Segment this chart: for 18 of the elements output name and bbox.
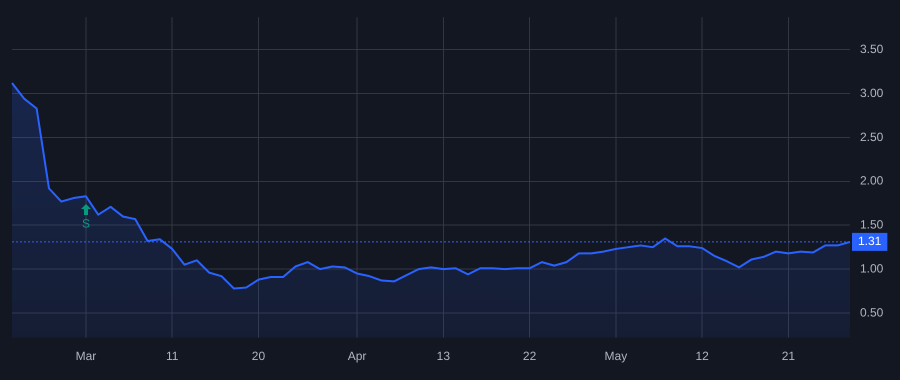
- x-tick-label: 22: [522, 349, 537, 364]
- x-tick-label: 13: [436, 349, 450, 364]
- y-tick-label: 1.50: [860, 218, 884, 232]
- x-tick-label: 20: [252, 349, 266, 364]
- y-tick-label: 3.00: [860, 86, 884, 100]
- y-tick-label: 2.50: [860, 130, 884, 144]
- x-tick-label: 11: [166, 349, 179, 364]
- ref-line-label: 1.31: [858, 234, 882, 248]
- y-tick-label: 2.00: [860, 174, 884, 188]
- y-tick-label: 0.50: [860, 305, 884, 320]
- annotation: S: [82, 216, 90, 231]
- y-tick-label: 1.00: [860, 261, 884, 276]
- x-tick-label: Apr: [348, 349, 366, 364]
- x-tick-label: 12: [695, 349, 710, 364]
- x-tick-label: Mar: [76, 349, 96, 364]
- x-tick-label: 21: [782, 349, 796, 364]
- y-tick-label: 3.50: [860, 42, 884, 56]
- x-tick-label: May: [604, 349, 628, 364]
